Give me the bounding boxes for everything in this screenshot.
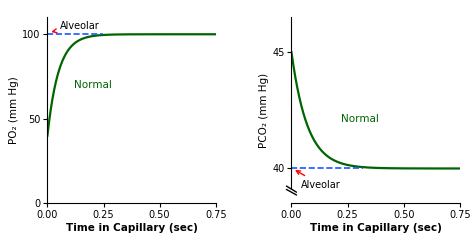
X-axis label: Time in Capillary (sec): Time in Capillary (sec) (310, 223, 442, 233)
Text: Normal: Normal (74, 80, 112, 90)
Text: Alveolar: Alveolar (296, 171, 340, 190)
Text: Alveolar: Alveolar (53, 21, 100, 33)
Text: Normal: Normal (341, 114, 379, 124)
X-axis label: Time in Capillary (sec): Time in Capillary (sec) (65, 223, 198, 233)
Y-axis label: PCO₂ (mm Hg): PCO₂ (mm Hg) (259, 73, 269, 148)
Y-axis label: PO₂ (mm Hg): PO₂ (mm Hg) (9, 76, 19, 144)
